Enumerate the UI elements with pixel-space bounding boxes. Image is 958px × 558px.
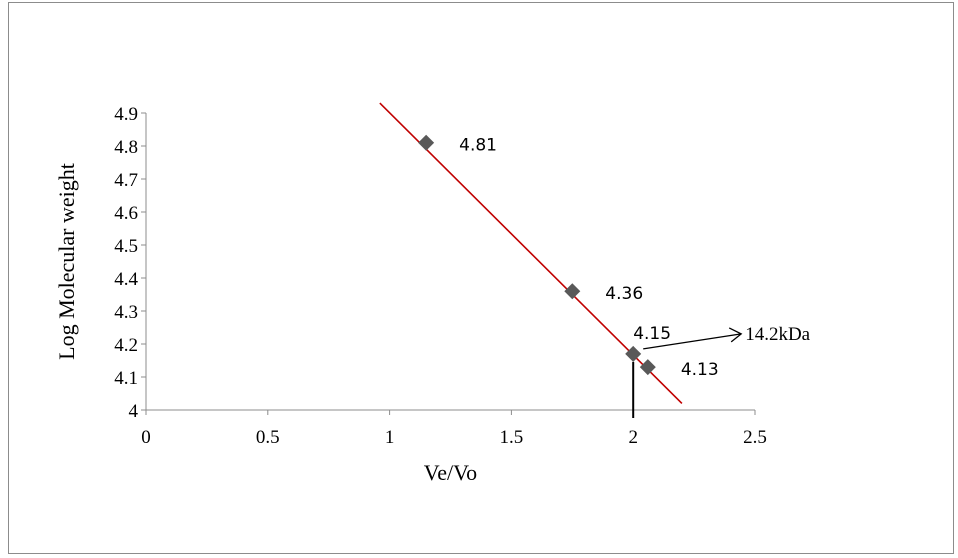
y-tick-label: 4.8 [114, 137, 138, 158]
x-tick-label: 1 [385, 427, 395, 448]
y-tick-label: 4.2 [114, 335, 138, 356]
data-label: 4.13 [681, 360, 719, 380]
data-labels: 4.81 4.36 4.15 4.13 [459, 136, 719, 380]
data-points [418, 134, 656, 376]
y-tick-label: 4.7 [114, 170, 138, 191]
x-tick-label: 0.5 [256, 427, 280, 448]
chart-frame [8, 2, 954, 554]
x-tick-label: 1.5 [500, 427, 524, 448]
data-point [564, 283, 581, 300]
x-tick-label: 2.5 [743, 427, 767, 448]
x-tick-label: 0 [141, 427, 151, 448]
y-tick-label: 4 [129, 401, 139, 422]
annotation-arrow [643, 333, 742, 350]
y-tick-label: 4.6 [114, 203, 138, 224]
data-point [625, 345, 642, 362]
arrow-head [728, 327, 743, 343]
axes: 0 0.5 1 1.5 2 2.5 4 4.1 4.2 4.3 4.4 4.5 4.6 4.7 4.8 4.9 [114, 104, 767, 448]
y-tick-label: 4.5 [114, 236, 138, 257]
y-tick-label: 4.9 [114, 104, 138, 125]
y-tick-label: 4.4 [114, 269, 138, 290]
data-label: 4.15 [633, 324, 671, 344]
y-tick-label: 4.3 [114, 302, 138, 323]
data-point [418, 134, 435, 151]
data-point [639, 359, 656, 376]
x-tick-label: 2 [628, 427, 638, 448]
y-axis-title: Log Molecular weight [54, 163, 79, 360]
data-label: 4.81 [459, 136, 497, 156]
x-axis-title: Ve/Vo [424, 460, 477, 485]
annotation-label: 14.2kDa [745, 324, 810, 345]
data-label: 4.36 [605, 284, 643, 304]
annotation-group: 14.2kDa [632, 324, 811, 418]
y-tick-label: 4.1 [114, 368, 138, 389]
